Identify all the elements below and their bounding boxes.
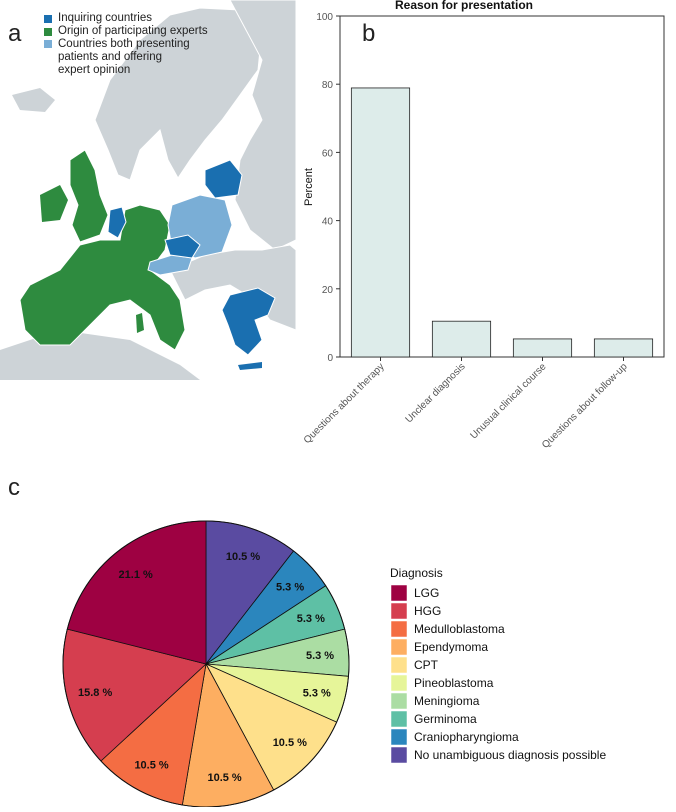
legend-swatch [390,728,408,746]
y-axis-label: Percent [303,168,315,206]
pie-slice-label: 5.3 % [297,613,325,625]
pie-slice-label: 5.3 % [303,688,331,700]
pie-slice-label: 10.5 % [207,772,241,784]
legend-label: No unambiguous diagnosis possible [414,748,606,762]
y-tick-label: 100 [316,12,333,23]
greece-bulgaria-land [221,287,276,356]
pie-slice-label: 10.5 % [134,760,168,772]
pie-legend-title: Diagnosis [390,566,443,580]
legend-label: Pineoblastoma [414,676,494,690]
pie-labels: 10.5 % 5.3 % 5.3 % 5.3 % 5.3 % 10.5 % 10.5 % 10… [78,551,334,784]
plot-frame [339,15,665,358]
ireland-land [40,185,68,222]
legend-label: HGG [414,604,441,618]
pie-slice-label: 10.5 % [273,737,307,749]
czechia-land [164,234,201,259]
legend-label: Craniopharyngioma [414,730,519,744]
bar [431,320,492,358]
bar-chart: Reason for presentation Percent 0 20 40 60 8… [302,0,665,451]
pie-slice-label: 21.1 % [119,569,153,581]
x-tick-label: Unusual clinical course [469,361,549,441]
y-tick-label: 20 [322,285,334,296]
legend-swatch [390,710,408,728]
west-europe-land [19,204,186,351]
y-tick-label: 40 [322,217,334,228]
legend-label: Inquiring countries [58,12,152,24]
legend-label: CPT [414,658,439,672]
legend-swatch [390,620,408,638]
pie-slice-label: 5.3 % [276,581,304,593]
pie-chart: 10.5 % 5.3 % 5.3 % 5.3 % 5.3 % 10.5 % 10.5 % 10… [62,520,606,808]
map-legend: Inquiring countries Origin of participat… [44,12,208,77]
legend-swatch [44,40,52,48]
y-tick-label: 0 [327,353,333,364]
legend-label: Ependymoma [414,640,488,654]
bar-plot-area: 0 20 40 60 80 100 Questions about therapy Uncle… [302,12,665,451]
legend-label: Germinoma [414,712,477,726]
x-tick-label: Questions about therapy [302,361,387,446]
pie-slice-label: 15.8 % [78,687,112,699]
crete-land [238,362,262,370]
legend-swatch [390,656,408,674]
legend-swatch [390,674,408,692]
bar [593,338,654,358]
legend-label: Medulloblastoma [414,622,505,636]
legend-swatch [390,602,408,620]
reason-bar-chart-panel: Reason for presentation Percent 0 20 40 60 8… [296,0,676,470]
pie-slice-label: 5.3 % [306,650,334,662]
legend-label: Countries both presenting patients and o… [58,38,190,77]
y-tick-label: 60 [322,148,334,159]
pie-slice-label: 10.5 % [226,551,260,563]
legend-label-line: Countries both presenting [58,38,190,50]
legend-swatch [44,27,52,36]
map-legend-item: Origin of participating experts [44,25,208,38]
legend-label: LGG [414,586,439,600]
x-tick-label: Questions about follow-up [540,361,630,451]
sardinia-land [136,313,144,333]
legend-swatch [390,746,408,764]
legend-swatch [390,584,408,602]
iceland-land [12,88,55,112]
diagnosis-pie-chart-panel: c 10.5 % 5.3 % 5.3 % 5.3 % 5.3 % 10.5 % 10.5 %… [0,470,676,808]
europe-map [0,0,297,380]
bar-chart-title: Reason for presentation [395,0,533,12]
panel-label-c: c [8,474,20,501]
panel-label-b: b [362,20,376,47]
pie-legend: LGG HGG Medulloblastoma Ependymoma CPT Pineob… [390,584,606,764]
map-legend-item: Countries both presenting patients and o… [44,38,208,77]
legend-label-line: expert opinion [58,64,131,76]
uk-land [69,149,109,243]
bar [350,87,411,358]
legend-label: Origin of participating experts [58,25,208,37]
x-tick-label: Unclear diagnosis [404,361,468,425]
legend-swatch [44,14,52,23]
y-tick-label: 80 [322,80,334,91]
legend-label: Meningioma [414,694,480,708]
scandinavia-land [94,7,263,181]
netherlands-land [107,206,127,239]
map-legend-item: Inquiring countries [44,12,208,25]
legend-label-line: patients and offering [58,51,163,63]
panel-label-a: a [8,20,22,47]
europe-map-panel: a Inquiring countries Origin of particip… [0,0,297,380]
legend-swatch [390,638,408,656]
legend-swatch [390,692,408,710]
bar [512,338,573,358]
pie-slices [62,520,350,808]
lithuania-land [204,159,243,199]
